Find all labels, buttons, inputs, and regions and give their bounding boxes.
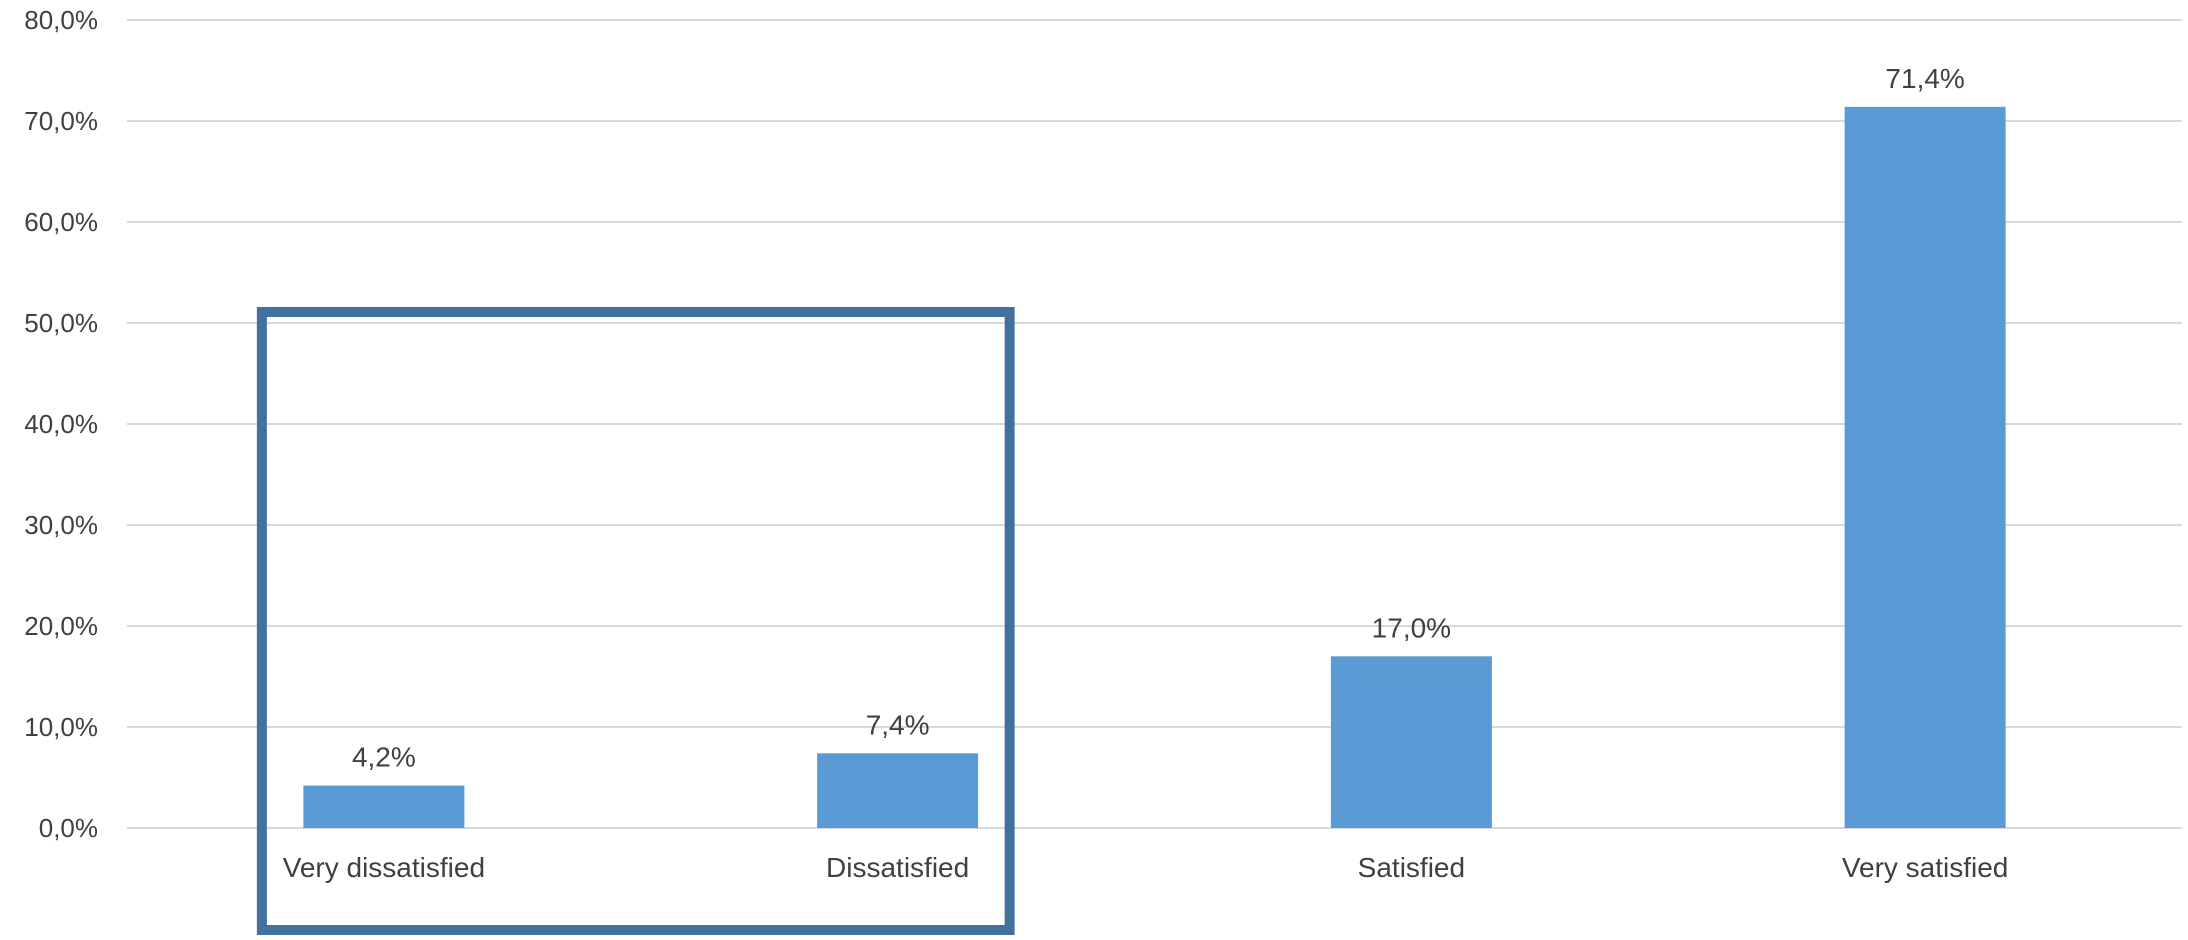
- y-tick-label: 80,0%: [24, 5, 98, 35]
- category-label: Very satisfied: [1842, 852, 2009, 883]
- category-label: Satisfied: [1358, 852, 1465, 883]
- bar: [817, 753, 979, 828]
- bar: [1330, 656, 1492, 828]
- highlight-box: [256, 307, 1015, 935]
- y-tick-label: 50,0%: [24, 308, 98, 338]
- data-labels: 4,2% 7,4% 17,0% 71,4%: [352, 63, 1965, 773]
- bars: [303, 106, 2006, 829]
- highlight-box-group: [256, 307, 1015, 935]
- category-label: Very dissatisfied: [283, 852, 485, 883]
- y-tick-label: 40,0%: [24, 409, 98, 439]
- gridlines: [127, 19, 2182, 829]
- category-labels: Very dissatisfied Dissatisfied Satisfied Ve…: [283, 852, 2009, 883]
- data-label: 71,4%: [1885, 63, 1964, 94]
- y-tick-label: 0,0%: [39, 813, 98, 843]
- y-axis-tick-labels: 0,0% 10,0% 20,0% 30,0% 40,0% 50,0% 60,0% 70,0% 8…: [24, 5, 98, 843]
- bar: [303, 785, 465, 828]
- data-label: 4,2%: [352, 742, 416, 773]
- y-tick-label: 10,0%: [24, 712, 98, 742]
- data-label: 17,0%: [1372, 612, 1451, 643]
- y-tick-label: 60,0%: [24, 207, 98, 237]
- y-tick-label: 70,0%: [24, 106, 98, 136]
- bar: [1844, 106, 2006, 829]
- category-label: Dissatisfied: [826, 852, 969, 883]
- y-tick-label: 30,0%: [24, 510, 98, 540]
- y-tick-label: 20,0%: [24, 611, 98, 641]
- data-label: 7,4%: [866, 709, 930, 740]
